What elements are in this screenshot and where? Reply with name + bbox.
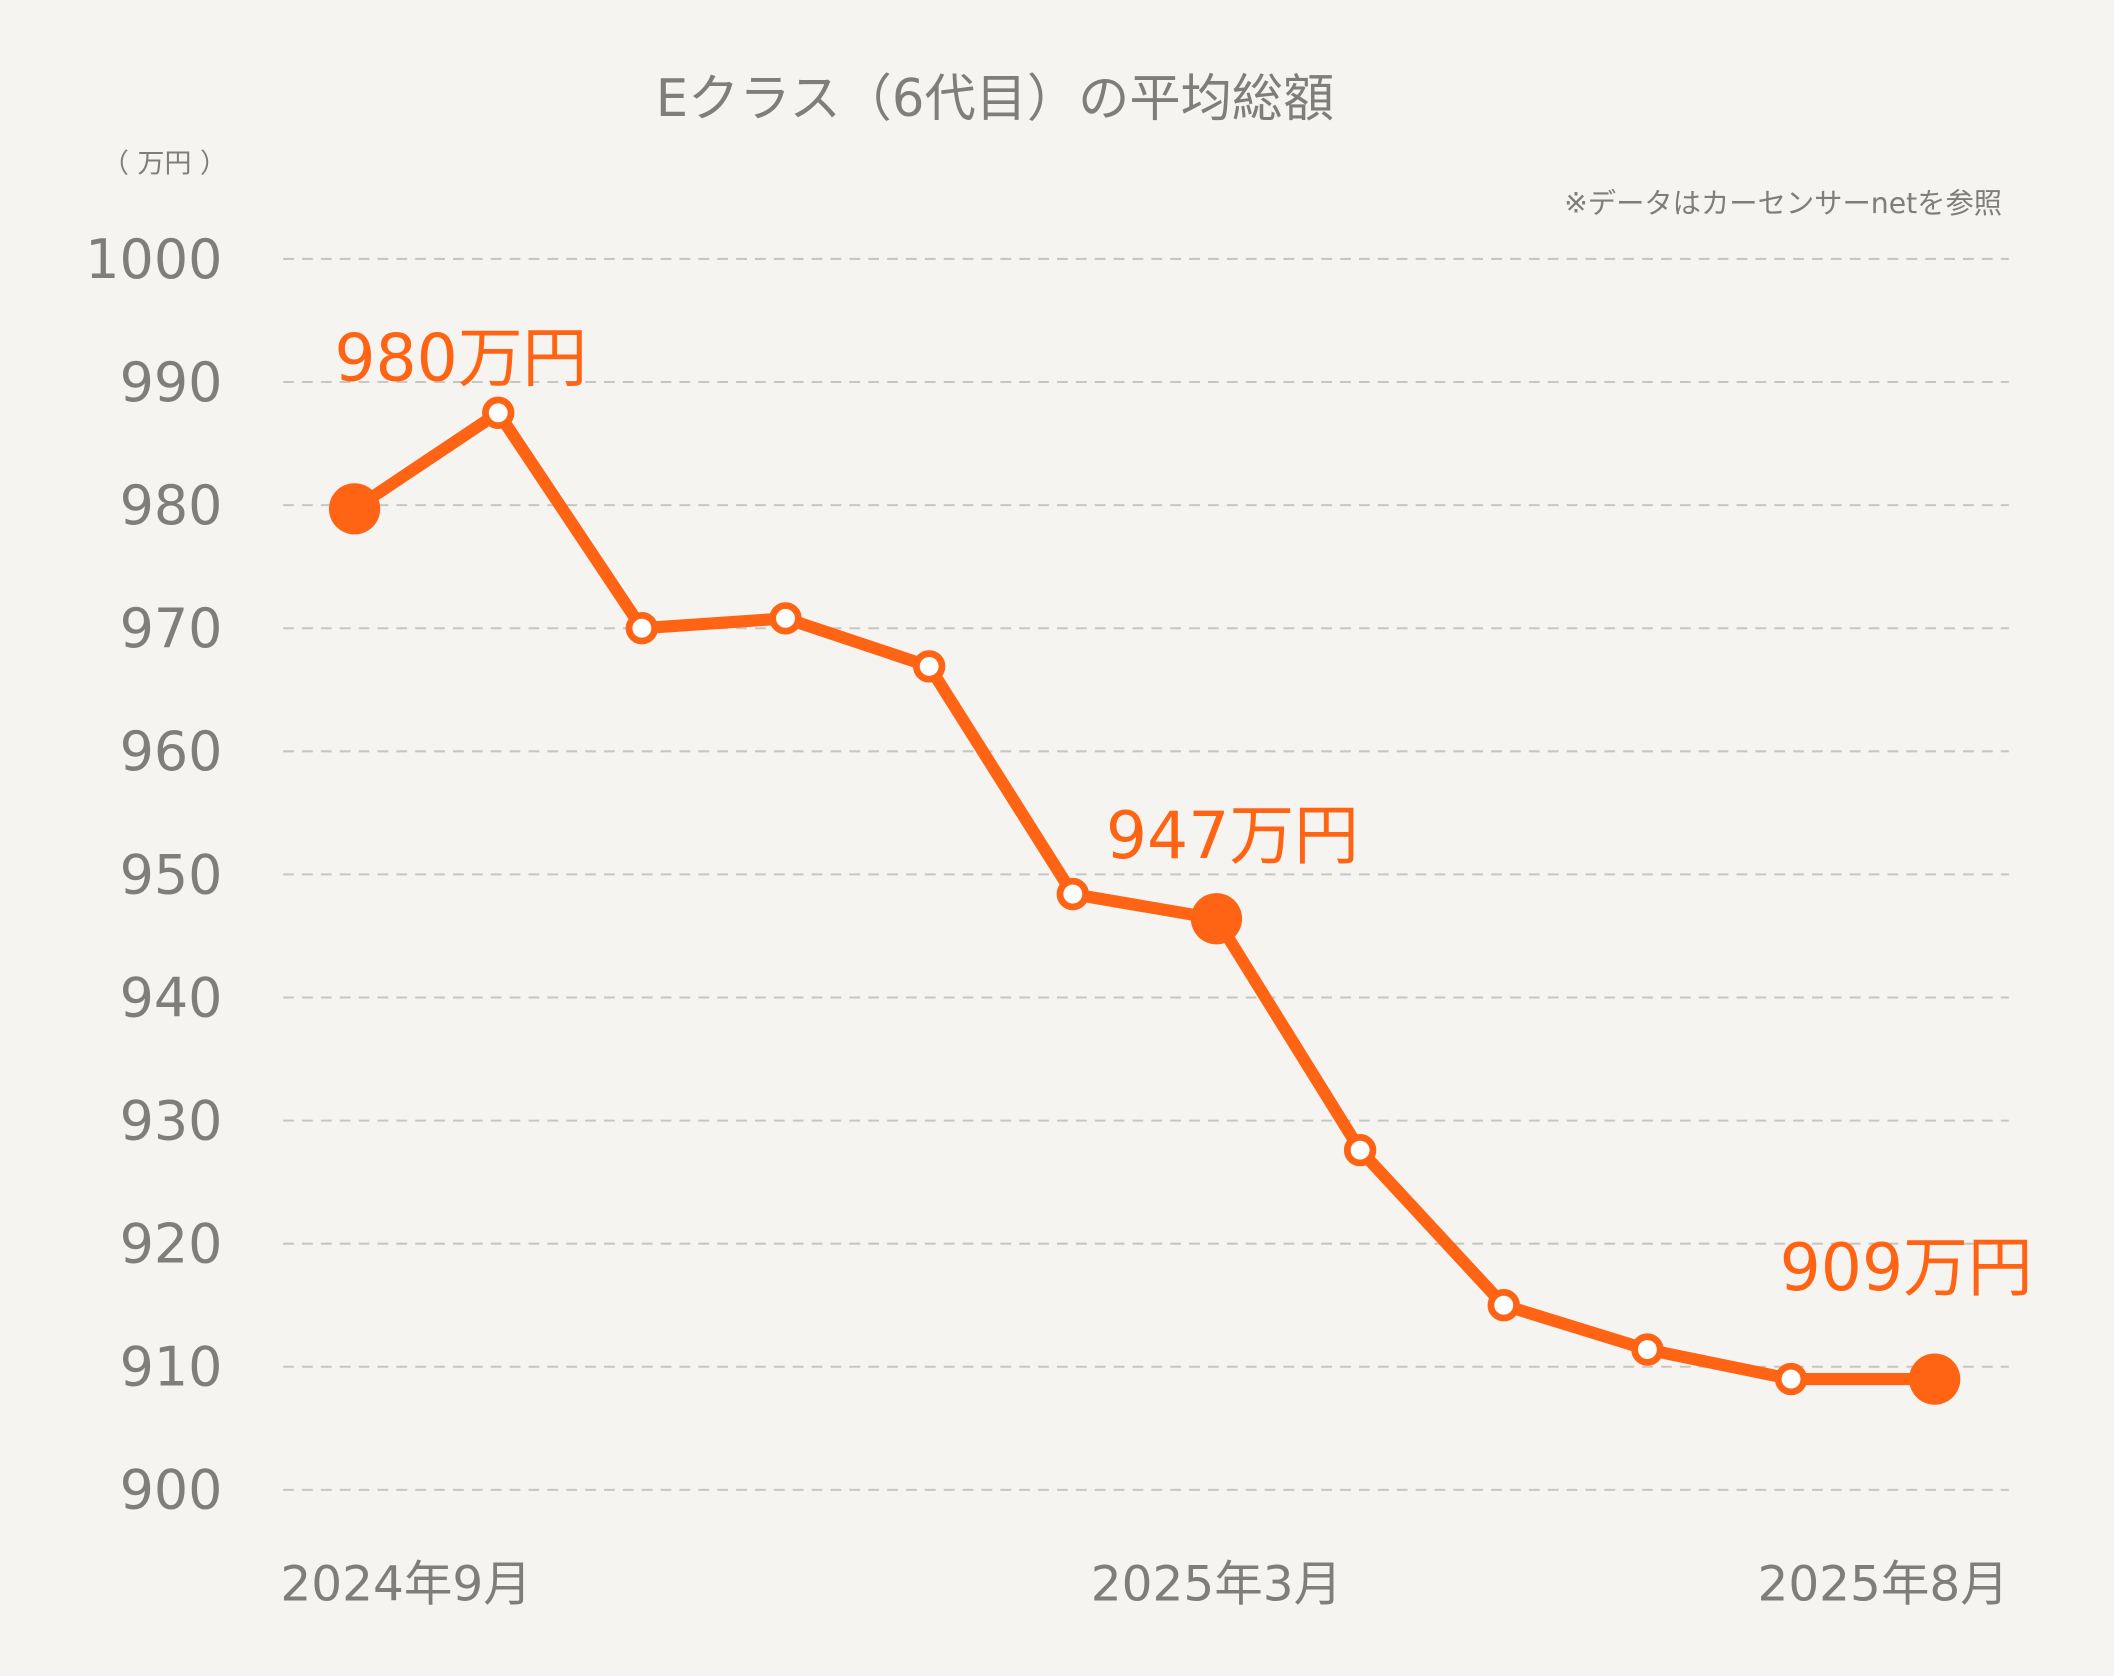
data-point <box>1343 1133 1377 1167</box>
highlight-point <box>328 483 381 535</box>
data-point <box>625 612 659 645</box>
data-point <box>1056 877 1089 911</box>
y-tick-label: 960 <box>120 720 223 783</box>
source-note: ※データはカーセンサーnetを参照 <box>1564 187 2002 220</box>
data-point <box>1631 1333 1664 1366</box>
data-label: 909万円 <box>1780 1231 2033 1306</box>
data-point <box>1487 1289 1520 1322</box>
chart-title: Eクラス（6代目）の平均総額 <box>656 69 1335 129</box>
y-tick-label: 1000 <box>85 228 222 291</box>
y-tick-label: 910 <box>120 1336 223 1399</box>
data-point <box>769 602 802 635</box>
y-axis-unit-label: （ 万円 ） <box>102 149 227 180</box>
data-point <box>1774 1362 1808 1396</box>
x-tick-label: 2025年3月 <box>1091 1556 1342 1612</box>
y-tick-label: 930 <box>120 1089 223 1152</box>
y-tick-label: 990 <box>120 351 223 414</box>
y-tick-label: 940 <box>120 966 223 1029</box>
x-tick-label: 2024年9月 <box>280 1556 531 1612</box>
y-tick-label: 950 <box>120 843 223 906</box>
x-tick-label: 2025年8月 <box>1757 1556 2008 1612</box>
y-tick-label: 980 <box>120 474 223 537</box>
y-tick-label: 970 <box>120 597 223 660</box>
y-tick-label: 900 <box>120 1459 223 1522</box>
data-point <box>912 650 946 683</box>
data-point <box>482 396 515 429</box>
data-label: 947万円 <box>1106 799 1359 874</box>
highlight-point <box>1190 893 1243 945</box>
series-line <box>348 406 1941 1386</box>
data-label: 980万円 <box>334 322 587 397</box>
y-tick-label: 920 <box>120 1213 223 1276</box>
highlight-point <box>1909 1353 1961 1405</box>
